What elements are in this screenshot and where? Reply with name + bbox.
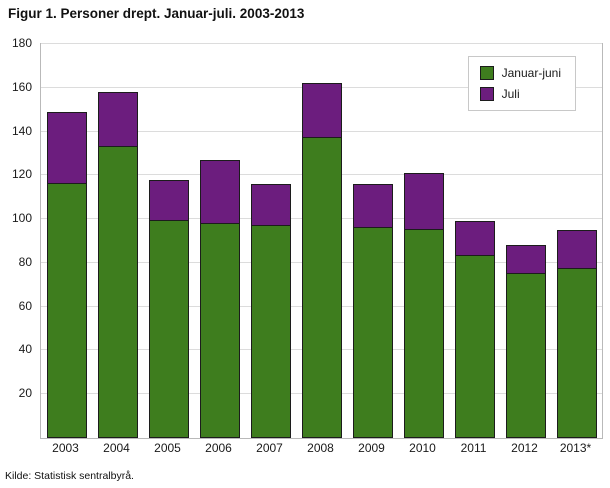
- bar-slot: [449, 44, 500, 438]
- bar-segment-juli: [352, 184, 393, 228]
- bar-segment-januar-juni: [301, 138, 342, 438]
- legend: Januar-juni Juli: [467, 56, 576, 111]
- bar-slot: [245, 44, 296, 438]
- x-tick-label: 2010: [409, 441, 436, 455]
- bar-segment-januar-juni: [97, 146, 138, 438]
- x-tick-label: 2003: [52, 441, 79, 455]
- bar-slot: [347, 44, 398, 438]
- x-axis: 2003 2004 2005 2006 2007 2008 2009 2010 2011 2012…: [40, 441, 601, 455]
- bar-segment-januar-juni: [46, 184, 87, 438]
- bar-segment-juli: [301, 83, 342, 139]
- legend-item: Januar-juni: [479, 66, 561, 80]
- y-tick-label: 160: [11, 79, 32, 94]
- bar-segment-januar-juni: [505, 273, 546, 438]
- x-tick-label: 2005: [154, 441, 181, 455]
- bar-segment-juli: [556, 230, 597, 270]
- x-tick-label: 2009: [358, 441, 385, 455]
- grid-line: [41, 43, 602, 44]
- bar-segment-juli: [148, 179, 189, 222]
- bar-slot: [143, 44, 194, 438]
- bar-segment-januar-juni: [148, 221, 189, 438]
- bar-slot: [296, 44, 347, 438]
- bar-segment-juli: [97, 92, 138, 147]
- bar-2009: [352, 184, 393, 438]
- bar-segment-januar-juni: [403, 230, 444, 438]
- bar-slot: [500, 44, 551, 438]
- bar-segment-januar-juni: [250, 225, 291, 438]
- y-axis: 20 40 60 80 100 120 140 160 180: [0, 36, 35, 437]
- bar-slot: [92, 44, 143, 438]
- bar-segment-juli: [250, 184, 291, 226]
- bar-segment-januar-juni: [199, 223, 240, 438]
- bar-2003: [46, 111, 87, 438]
- legend-swatch: [479, 66, 494, 80]
- bar-slot: [398, 44, 449, 438]
- legend-label: Januar-juni: [501, 66, 561, 80]
- x-tick-label: 2013*: [559, 441, 592, 455]
- bar-2006: [199, 160, 240, 438]
- y-tick-label: 100: [11, 211, 32, 226]
- plot-area: Januar-juni Juli: [40, 43, 603, 439]
- bar-segment-juli: [454, 221, 495, 257]
- y-tick-label: 80: [18, 254, 32, 269]
- bar-slot: [551, 44, 602, 438]
- x-tick-label: 2012: [511, 441, 538, 455]
- bar-2013: [556, 230, 597, 438]
- bar-2007: [250, 184, 291, 438]
- bar-segment-januar-juni: [352, 227, 393, 438]
- legend-swatch: [479, 87, 494, 101]
- chart-title: Figur 1. Personer drept. Januar-juli. 20…: [8, 6, 305, 21]
- legend-item: Juli: [479, 87, 561, 101]
- bar-2012: [505, 245, 546, 438]
- x-tick-label: 2008: [307, 441, 334, 455]
- bar-2010: [403, 173, 444, 438]
- y-tick-label: 60: [18, 298, 32, 313]
- bar-segment-januar-juni: [454, 256, 495, 438]
- bar-segment-juli: [505, 245, 546, 274]
- y-tick-label: 180: [11, 36, 32, 50]
- bar-slot: [194, 44, 245, 438]
- x-tick-label: 2004: [103, 441, 130, 455]
- y-tick-label: 20: [18, 386, 32, 401]
- x-tick-label: 2006: [205, 441, 232, 455]
- legend-label: Juli: [501, 87, 520, 101]
- source-caption: Kilde: Statistisk sentralbyrå.: [5, 470, 134, 482]
- y-tick-label: 120: [11, 167, 32, 182]
- bar-segment-juli: [46, 111, 87, 185]
- x-tick-label: 2007: [256, 441, 283, 455]
- bar-2008: [301, 83, 342, 438]
- bar-2004: [97, 92, 138, 438]
- bar-series: [41, 44, 602, 438]
- bar-2005: [148, 179, 189, 438]
- x-tick-label: 2011: [460, 441, 487, 455]
- bar-segment-januar-juni: [556, 269, 597, 438]
- bar-slot: [41, 44, 92, 438]
- bar-segment-juli: [403, 173, 444, 231]
- bar-segment-juli: [199, 160, 240, 224]
- bar-2011: [454, 221, 495, 438]
- y-tick-label: 40: [18, 342, 32, 357]
- y-tick-label: 140: [11, 123, 32, 138]
